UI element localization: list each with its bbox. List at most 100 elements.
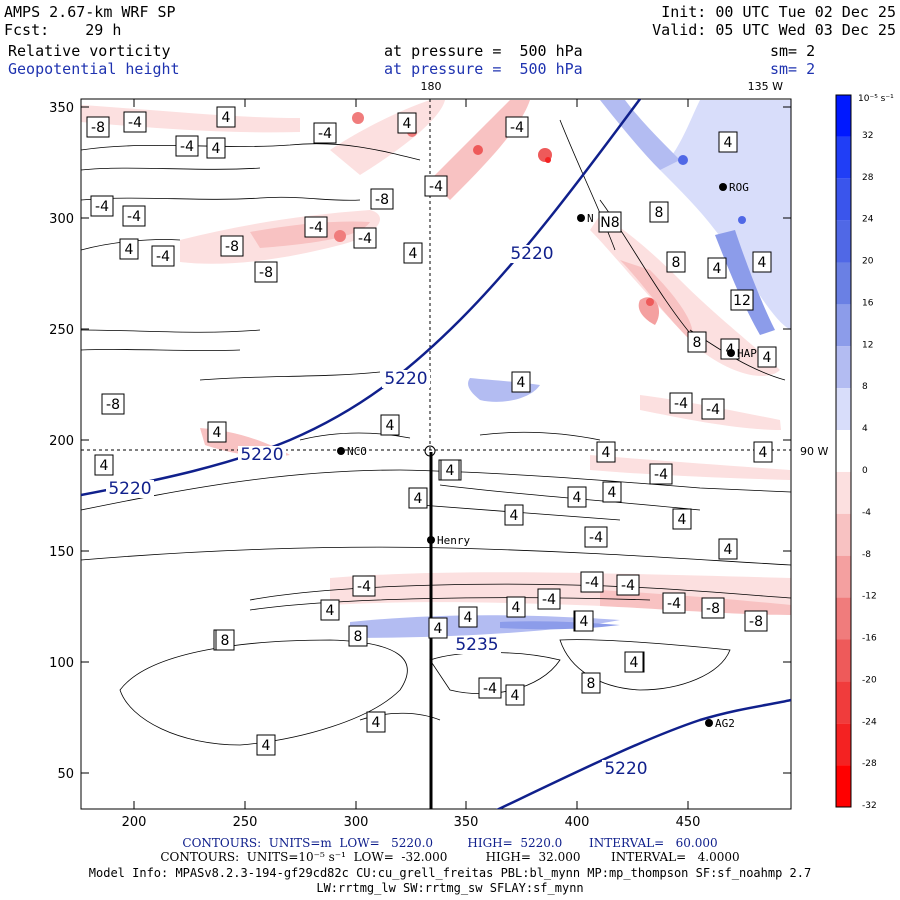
vorticity-contour-label: 4	[397, 112, 417, 134]
vorticity-contour-label: 4	[408, 487, 428, 509]
vorticity-label-text: -4	[318, 126, 332, 142]
vorticity-label-text: -4	[706, 402, 720, 418]
vorticity-contour-label: -4	[122, 205, 146, 227]
height-label-bg	[382, 370, 430, 388]
vorticity-contour-label: 4	[440, 459, 460, 481]
valid-time: Valid: 05 UTC Wed 03 Dec 25	[652, 21, 896, 39]
colorbar-swatch	[836, 178, 851, 221]
vorticity-contour-label: 4	[511, 371, 531, 393]
vorticity-label-text: 4	[517, 375, 526, 391]
field1-name: Relative vorticity	[8, 42, 171, 60]
vorticity-contour-label: 4	[757, 346, 777, 368]
colorbar-label: 0	[862, 466, 868, 476]
vorticity-contour-label: 4	[574, 610, 594, 632]
vorticity-contour-label: -4	[353, 227, 377, 249]
colorbar-label: 16	[862, 298, 874, 308]
vorticity-contour-label: 8	[348, 625, 368, 647]
vorticity-contour-label: 4	[380, 414, 400, 436]
y-tick-label: 150	[49, 545, 74, 560]
vorticity-label-text: -4	[674, 396, 688, 412]
vorticity-contour-label: -4	[478, 677, 502, 699]
station-label: N	[587, 212, 594, 225]
vorticity-label-text: 4	[212, 141, 221, 157]
colorbar-swatch	[836, 220, 851, 263]
field2-name: Geopotential height	[8, 60, 180, 78]
vorticity-label-text: 4	[758, 255, 767, 271]
height-label-bg	[602, 760, 650, 778]
vorticity-label-text: 4	[678, 512, 687, 528]
y-tick-label: 350	[49, 101, 74, 116]
colorbar-label: 24	[862, 215, 874, 225]
vorticity-label-text: 4	[713, 261, 722, 277]
y-tick-label: 100	[49, 656, 74, 671]
vorticity-contour-label: 4	[366, 711, 386, 733]
vorticity-label-text: 4	[724, 542, 733, 558]
vorticity-contour-label: 4	[752, 251, 772, 273]
vorticity-label-text: -4	[429, 179, 443, 195]
vorticity-contour-label: 8	[687, 331, 707, 353]
vorticity-contour-label: 4	[403, 242, 423, 264]
height-label-bg	[238, 446, 286, 464]
colorbar-label: -8	[862, 550, 871, 560]
colorbar-label: 8	[862, 382, 868, 392]
vorticity-label-text: -4	[510, 120, 524, 136]
height-contour-label: 5220	[108, 479, 151, 499]
vorticity-contour-label: -4	[649, 463, 673, 485]
vorticity-contour-label: 4	[458, 606, 478, 628]
vorticity-label-text: -8	[106, 397, 120, 413]
station-marker	[337, 447, 345, 455]
height-contour-label: 5220	[384, 369, 427, 389]
vorticity-contour-label: -4	[616, 574, 640, 596]
colorbar-label: 28	[862, 173, 874, 183]
plot-area	[81, 99, 791, 809]
vorticity-label-text: -4	[358, 231, 372, 247]
vorticity-contour-label: -8	[744, 610, 768, 632]
vorticity-contour-label: 4	[428, 617, 448, 639]
vorticity-contour-label: -4	[123, 111, 147, 133]
height-contour-label: 5235	[455, 635, 498, 655]
vorticity-label-text: 4	[602, 445, 611, 461]
vorticity-label-text: 4	[464, 610, 473, 626]
colorbar-swatch	[836, 639, 851, 682]
vorticity-contour-label: 4	[602, 481, 622, 503]
y-tick-label: 300	[49, 212, 74, 227]
vorticity-contour-label: 4	[256, 734, 276, 756]
x-tick-label: 250	[233, 815, 258, 830]
vorticity-contour-label: -4	[304, 216, 328, 238]
colorbar-swatch	[836, 304, 851, 347]
vorticity-label-text: 4	[630, 655, 639, 671]
colorbar-swatch	[836, 723, 851, 766]
vorticity-label-text: 8	[655, 205, 664, 221]
vorticity-contour-label: -8	[86, 116, 110, 138]
init-time: Init: 00 UTC Tue 02 Dec 25	[661, 3, 896, 21]
vorticity-contour-label: -4	[313, 122, 337, 144]
vorticity-label-text: 4	[580, 614, 589, 630]
vorticity-label-text: 4	[409, 246, 418, 262]
x-tick-label: 400	[565, 815, 590, 830]
colorbar-label: -24	[862, 717, 877, 727]
vorticity-label-text: -8	[91, 120, 105, 136]
vorticity-contour-label: 8	[666, 251, 686, 273]
colorbar-label: -12	[862, 592, 877, 602]
vorticity-label-text: 4	[100, 458, 109, 474]
physics-info: LW:rrtmg_lw SW:rrtmg_sw SFLAY:sf_mynn	[316, 881, 584, 895]
vorticity-contour-label: N8	[598, 211, 622, 233]
vorticity-label-text: 4	[512, 600, 521, 616]
vorticity-contour-label: 4	[672, 508, 692, 530]
x-tick-label: 300	[344, 815, 369, 830]
vorticity-contour-label: 4	[624, 651, 644, 673]
colorbar-swatch	[836, 597, 851, 640]
vorticity-contour-label: 8	[581, 672, 601, 694]
vorticity-label-text: -8	[225, 239, 239, 255]
vorticity-contour-label: -4	[701, 398, 725, 420]
vorticity-contour-label: 4	[506, 596, 526, 618]
vorticity-label-text: 4	[386, 418, 395, 434]
vorticity-contour-info: CONTOURS: UNITS=10⁻⁵ s⁻¹ LOW= -32.000 HI…	[160, 850, 740, 864]
vorticity-label-text: -4	[127, 209, 141, 225]
height-label-bg	[508, 245, 556, 263]
vorticity-label-text: 4	[446, 463, 455, 479]
vorticity-contour-label: -4	[151, 245, 175, 267]
vorticity-label-text: 4	[510, 508, 519, 524]
vorticity-contour-label: -4	[352, 575, 376, 597]
x-tick-label: 450	[676, 815, 701, 830]
